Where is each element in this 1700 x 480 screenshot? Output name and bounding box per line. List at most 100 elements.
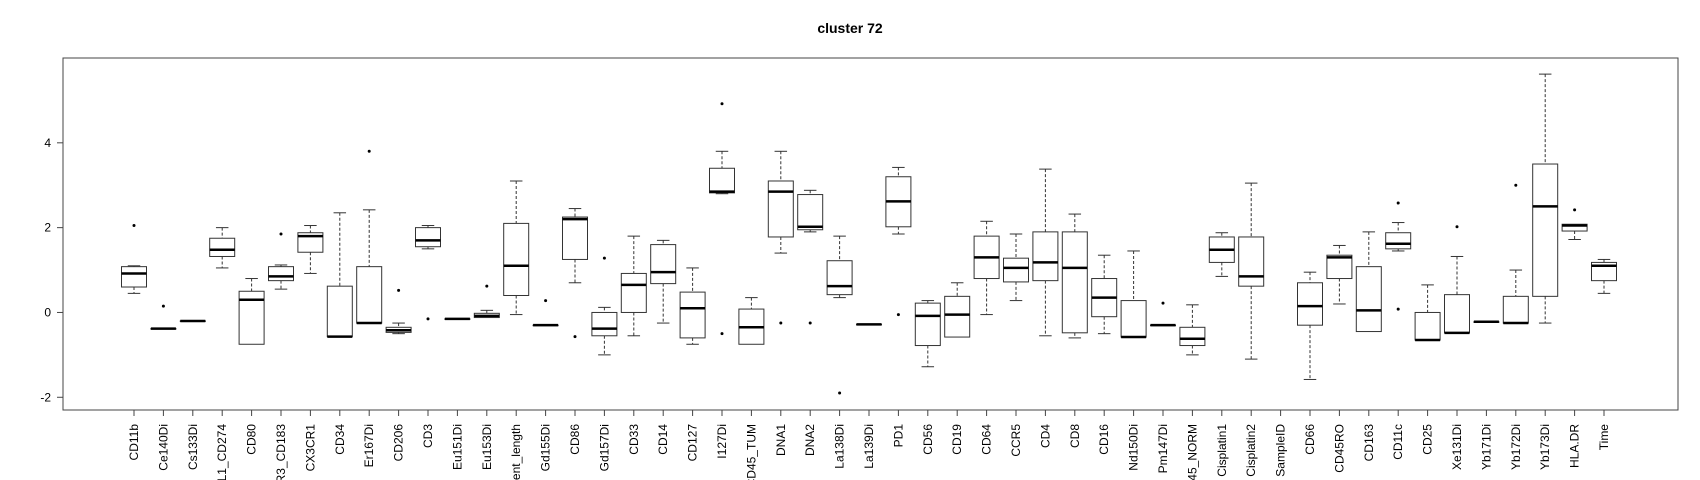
box-group: Xe131Di [1444,225,1470,470]
box [1532,163,1559,297]
box [1061,231,1088,334]
plot-frame [62,57,1679,411]
outlier-point [426,317,430,321]
outlier-point [720,332,724,336]
box [1414,311,1441,341]
box-group: CD64 [973,220,1000,455]
x-tick-label: CD56 [921,424,935,455]
box-group: 45_NORM [1179,304,1206,480]
box-group: CD80 [238,278,265,455]
x-tick-label: CD34 [333,424,347,455]
box-group: CX3CR1 [297,225,324,471]
x-tick-label: L1_CD274 [215,424,229,480]
x-tick-label: Eu151Di [450,424,464,470]
box [709,167,735,194]
box [503,222,530,296]
box-group: CD19 [944,282,971,455]
x-tick-label: Gd157Di [597,424,611,471]
box-group: Cs133Di [179,319,206,470]
box [679,291,706,339]
box-group: CD25 [1414,284,1441,455]
box-group: CD4 [1032,168,1059,448]
box [297,232,324,253]
y-tick-label: 4 [44,136,51,150]
x-tick-label: La139Di [862,424,876,469]
box-group: CD16 [1091,254,1118,455]
box-group: CD3 [415,225,441,448]
box-group: Nd150Di [1120,250,1147,471]
x-tick-label: Cs133Di [186,424,200,470]
box [1561,223,1588,232]
box-group: Ce140Di [150,304,177,471]
box [209,237,236,257]
box [1032,231,1059,282]
box-group: Gd157Di [591,256,618,471]
box-group: CD14 [650,239,677,455]
box-group: Er167Di [356,149,383,467]
box-group: Cisplatin2 [1238,182,1265,477]
box [1502,295,1529,324]
y-tick-label: 0 [44,305,51,319]
box [1385,232,1412,250]
box [415,227,441,248]
outlier-point [1396,201,1400,205]
x-tick-label: CD163 [1362,424,1376,462]
x-tick-label: CD45RO [1332,424,1346,473]
x-tick-label: HLA.DR [1568,424,1582,468]
x-tick-label: PD1 [891,424,905,448]
box-group: Cisplatin1 [1208,232,1235,477]
box-group: SampleID [1274,410,1288,477]
box [1326,254,1353,280]
box-group: Pm147Di [1150,301,1176,473]
box [121,266,147,288]
x-tick-label: La138Di [833,424,847,469]
outlier-point [1573,208,1577,212]
outlier-point [779,321,783,325]
x-tick-label: CD33 [627,424,641,455]
x-tick-label: CD127 [686,424,700,462]
box [944,295,971,338]
box-group: La139Di [856,323,882,469]
x-tick-label: vent_length [509,424,523,480]
box [268,266,294,282]
box-group: PD1 [885,166,912,448]
x-tick-label: Gd155Di [539,424,553,471]
box-group: La138Di [826,235,853,469]
box-group: Eu151Di [444,317,471,470]
box-group: CD45_TUM [738,297,765,480]
x-tick-label: I127Di [715,424,729,459]
x-tick-label: CD11c [1391,424,1405,460]
x-tick-label: Nd150Di [1127,424,1141,471]
box [1297,282,1323,326]
outlier-point [544,299,548,303]
x-tick-label: CD16 [1097,424,1111,455]
box [1238,236,1265,287]
box [1355,266,1382,333]
box [914,302,941,347]
x-tick-label: CD3 [421,424,435,448]
x-tick-label: CD64 [980,424,994,455]
box-group: I127Di [709,102,735,459]
x-tick-label: Pm147Di [1156,424,1170,473]
box-group: CD34 [326,212,353,455]
box-group: CD86 [562,208,588,455]
x-tick-label: Ce140Di [156,424,170,471]
outlier-point [485,284,489,288]
x-tick-label: CD80 [245,424,259,455]
x-tick-label: CCR5 [1009,424,1023,457]
box [650,244,677,285]
box [1003,257,1029,283]
outlier-point [720,102,724,106]
box-group: CCR5 [1003,233,1029,457]
y-tick-label: -2 [40,390,51,404]
x-tick-label: Time [1597,424,1611,451]
x-tick-label: R3_CD183 [274,424,288,480]
x-tick-label: CD11b [127,424,141,461]
box-group: CD56 [914,300,941,455]
box-group: Eu153Di [473,284,500,470]
box-group: CD163 [1355,231,1382,462]
box-group: CD45RO [1326,244,1353,473]
x-tick-label: Cisplatin1 [1215,424,1229,477]
y-tick-label: 2 [44,221,51,235]
x-tick-label: DNA1 [774,424,788,456]
